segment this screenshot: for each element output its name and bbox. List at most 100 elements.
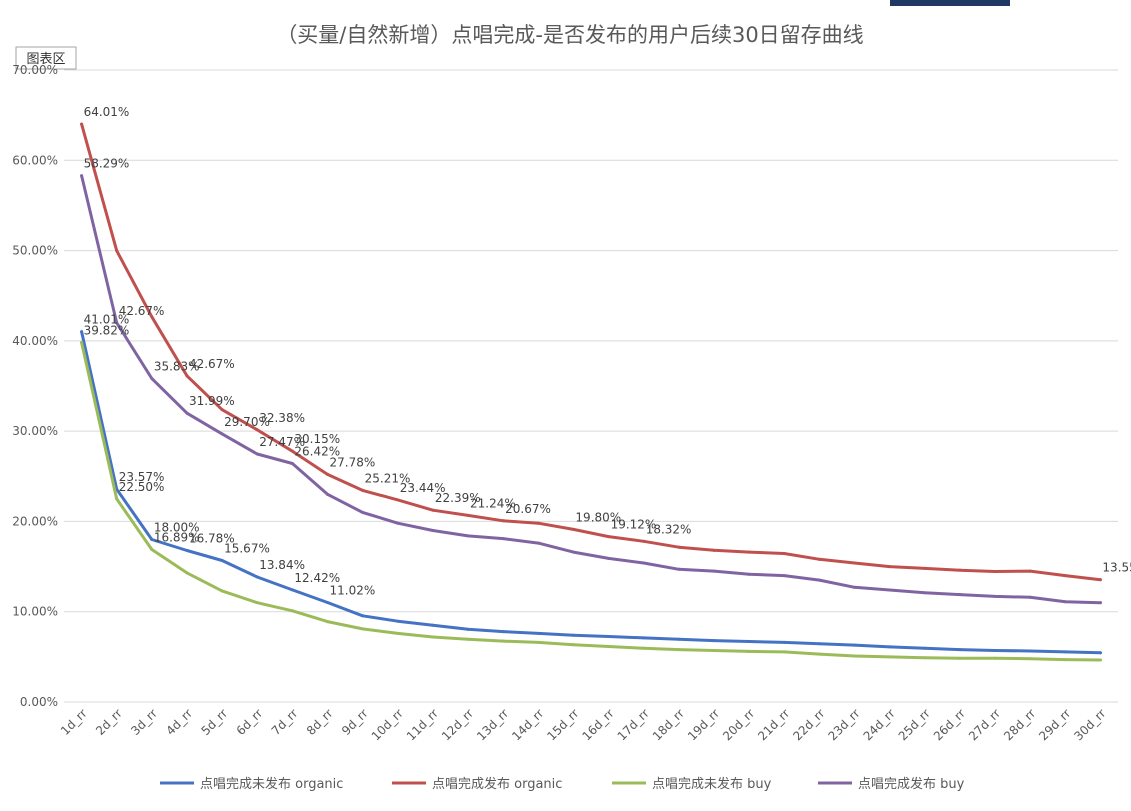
- data-point: [571, 550, 575, 554]
- data-point: [571, 643, 575, 647]
- data-label: 25.21%: [365, 471, 411, 485]
- data-point: [361, 614, 365, 618]
- data-labels: 41.01% 23.57% 18.00%16.78%15.67% 13.84%12.4…: [84, 105, 1131, 597]
- data-label: 22.50%: [119, 480, 165, 494]
- data-point: [853, 643, 856, 647]
- data-label: 18.00%: [154, 520, 200, 534]
- series-line: [80, 330, 1102, 655]
- data-point: [220, 589, 224, 593]
- data-point: [888, 588, 892, 592]
- data-point: [607, 535, 611, 539]
- data-point: [1028, 649, 1032, 653]
- data-label: 42.67%: [189, 357, 235, 371]
- series-line: [80, 122, 1102, 582]
- data-point: [396, 498, 400, 502]
- data-point: [1063, 658, 1067, 662]
- y-tick-label: 0.00%: [20, 695, 58, 709]
- data-point: [290, 461, 294, 465]
- series-line: [80, 174, 1102, 605]
- data-point: [677, 637, 681, 641]
- data-point: [185, 411, 189, 415]
- y-tick-label: 60.00%: [12, 153, 58, 167]
- data-point: [1098, 651, 1102, 655]
- data-point: [536, 541, 540, 545]
- data-point: [958, 656, 962, 660]
- data-point: [466, 534, 470, 538]
- data-point: [817, 557, 821, 561]
- chart-area-tag[interactable]: 图表区: [15, 46, 77, 70]
- data-point: [993, 656, 997, 660]
- data-point: [782, 574, 786, 578]
- data-point: [1063, 574, 1067, 578]
- data-point: [255, 452, 259, 456]
- data-point: [712, 569, 716, 573]
- data-label: 16.89%: [154, 531, 200, 545]
- data-point: [255, 428, 259, 432]
- legend-item[interactable]: 点唱完成未发布 organic: [160, 776, 343, 792]
- y-tick-label: 50.00%: [12, 244, 58, 258]
- data-point: [993, 649, 997, 653]
- data-point: [220, 559, 224, 563]
- data-label: 22.39%: [435, 491, 481, 505]
- data-point: [712, 639, 716, 643]
- data-point: [642, 539, 646, 543]
- data-point: [396, 631, 400, 635]
- data-point: [326, 492, 329, 496]
- data-point: [220, 432, 224, 436]
- data-label: 32.38%: [259, 411, 305, 425]
- legend-item[interactable]: 点唱完成发布 buy: [818, 776, 965, 792]
- data-point: [501, 537, 505, 541]
- data-label: 39.82%: [84, 323, 130, 337]
- data-point: [571, 527, 575, 531]
- data-point: [712, 548, 716, 552]
- data-label: 27.78%: [330, 455, 376, 469]
- data-label: 27.47%: [259, 435, 305, 449]
- data-point: [431, 635, 435, 639]
- data-point: [782, 640, 786, 644]
- y-tick-label: 10.00%: [12, 605, 58, 619]
- data-label: 20.67%: [505, 502, 551, 516]
- legend-label: 点唱完成发布 organic: [432, 776, 562, 792]
- data-point: [782, 650, 786, 654]
- data-point: [115, 321, 119, 325]
- data-point: [642, 636, 646, 640]
- data-point: [607, 635, 611, 639]
- y-tick-label: 40.00%: [12, 334, 58, 348]
- data-point: [361, 510, 365, 514]
- data-point: [361, 627, 365, 631]
- data-point: [80, 174, 84, 178]
- data-point: [888, 655, 892, 659]
- legend[interactable]: 点唱完成未发布 organic 点唱完成发布 organic 点唱完成未发布 buy…: [160, 776, 965, 792]
- data-point: [290, 588, 294, 592]
- data-label: 23.57%: [119, 470, 165, 484]
- grid: [64, 69, 1118, 703]
- data-point: [185, 549, 189, 553]
- legend-label: 点唱完成未发布 organic: [200, 776, 343, 792]
- data-point: [431, 623, 435, 627]
- top-strip-decoration: [890, 0, 1010, 6]
- data-point: [255, 601, 259, 605]
- data-point: [923, 646, 927, 650]
- legend-label: 点唱完成发布 buy: [858, 776, 965, 792]
- data-label: 16.78%: [189, 532, 235, 546]
- data-label: 31.99%: [189, 394, 235, 408]
- data-point: [80, 122, 84, 126]
- data-point: [185, 571, 189, 575]
- data-point: [817, 652, 821, 656]
- data-point: [150, 377, 154, 381]
- data-point: [853, 561, 856, 565]
- data-point: [326, 601, 329, 605]
- data-label: 42.67%: [119, 304, 165, 318]
- data-point: [326, 620, 329, 624]
- data-point: [431, 508, 435, 512]
- data-point: [536, 521, 540, 525]
- legend-item[interactable]: 点唱完成未发布 buy: [612, 776, 772, 792]
- data-point: [677, 545, 681, 549]
- data-point: [396, 619, 400, 623]
- data-point: [607, 644, 611, 648]
- data-point: [888, 645, 892, 649]
- legend-item[interactable]: 点唱完成发布 organic: [392, 776, 562, 792]
- data-point: [853, 585, 856, 589]
- data-point: [290, 449, 294, 453]
